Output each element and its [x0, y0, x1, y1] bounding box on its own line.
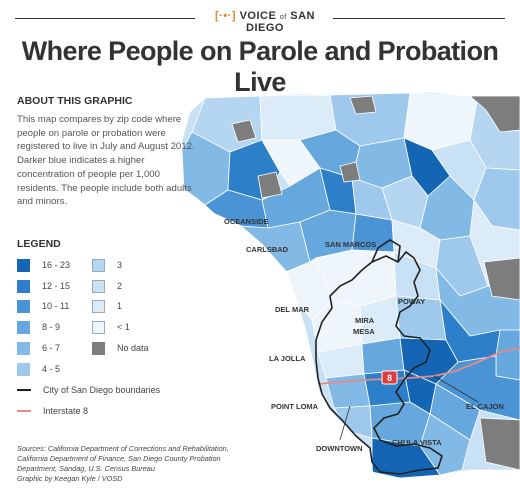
sources-line: Sources: California Department of Correc… [17, 444, 229, 453]
legend-line-swatch [17, 389, 31, 391]
legend-line-swatch [17, 410, 31, 412]
legend-item: 4 - 5 [17, 362, 60, 376]
legend-item-city-boundary: City of San Diego boundaries [17, 383, 160, 397]
no-data-zone [231, 119, 257, 143]
interstate-8-shield-label: 8 [387, 373, 392, 383]
sources-line: California Department of Finance, San Di… [17, 454, 221, 463]
legend-item: 8 - 9 [17, 320, 60, 334]
legend-item: < 1 [92, 320, 130, 334]
about-heading: ABOUT THIS GRAPHIC [17, 95, 133, 107]
label-carlsbad: CARLSBAD [246, 245, 289, 254]
interstate-8-route [317, 347, 520, 385]
legend-swatch [92, 320, 105, 334]
zip-zone [361, 337, 405, 375]
sources-note: Sources: California Department of Correc… [17, 444, 257, 484]
brand-logo: [·•·] VOICE of SAN DIEGO [200, 10, 330, 34]
legend-label: 10 - 11 [42, 301, 70, 311]
city-boundary-north [371, 239, 401, 263]
label-el-cajon: EL CAJON [466, 402, 504, 411]
legend-swatch [17, 258, 30, 272]
label-oceanside: OCEANSIDE [224, 217, 269, 226]
label-del-mar: DEL MAR [275, 305, 310, 314]
el-cajon-callout [433, 375, 479, 403]
label-mesa: MESA [353, 327, 375, 336]
legend-label: Interstate 8 [43, 406, 89, 416]
zip-zone [495, 329, 520, 381]
legend-item: 6 - 7 [17, 341, 60, 355]
no-data-zone [339, 161, 361, 183]
legend-label: 1 [117, 301, 123, 311]
header-rule-left [15, 18, 195, 19]
label-poway: POWAY [398, 297, 425, 306]
interstate-8-shield: 8 [381, 370, 398, 385]
legend-item-interstate: Interstate 8 [17, 404, 88, 418]
legend-label: 12 - 15 [42, 281, 71, 291]
no-data-zone [349, 95, 377, 115]
brand-header: [·•·] VOICE of SAN DIEGO [0, 8, 520, 34]
legend-swatch [17, 279, 30, 293]
coastline [183, 189, 373, 473]
legend-label: 2 [117, 281, 123, 291]
legend-item: 2 [92, 279, 122, 293]
legend-swatch [17, 299, 30, 313]
label-point-loma: POINT LOMA [271, 402, 319, 411]
legend-item: 10 - 11 [17, 299, 69, 313]
legend-heading: LEGEND [17, 238, 61, 250]
label-chula-vista: CHULA VISTA [392, 438, 442, 447]
legend-item: No data [92, 341, 149, 355]
legend-label: 16 - 23 [42, 260, 71, 270]
label-la-jolla: LA JOLLA [269, 354, 306, 363]
legend-label: City of San Diego boundaries [43, 385, 161, 395]
legend-swatch [92, 341, 105, 355]
page-title: Where People on Parole and Probation Liv… [21, 36, 499, 97]
legend-swatch [92, 279, 105, 293]
legend-item: 1 [92, 299, 122, 313]
sources-line: Department, Sandag, U.S. Census Bureau [17, 464, 155, 473]
brand-mark-icon: [·•·] [214, 10, 236, 22]
legend-label: 6 - 7 [42, 343, 61, 353]
legend-label: 3 [117, 260, 123, 270]
brand-name: VOICE [239, 10, 277, 22]
legend-swatch [17, 320, 30, 334]
legend-swatch [17, 341, 30, 355]
brand-place: SAN DIEGO [246, 10, 315, 34]
legend-label: 8 - 9 [42, 322, 61, 332]
zip-zone [419, 413, 471, 476]
about-text: This map compares by zip code where peop… [17, 114, 195, 208]
legend-item: 3 [92, 258, 122, 272]
label-mira: MIRA [355, 316, 375, 325]
credit-line: Graphic by Keegan Kyle / VOSD [17, 474, 123, 483]
no-data-zone [257, 171, 283, 199]
legend-item: 16 - 23 [17, 258, 70, 272]
no-data-zone [483, 257, 520, 301]
header-rule-right [333, 18, 505, 19]
no-data-zone [479, 417, 520, 471]
legend-swatch [92, 299, 105, 313]
brand-of: of [279, 14, 287, 21]
legend-label: No data [117, 343, 149, 353]
legend-swatch [92, 258, 105, 272]
legend-swatch [17, 362, 30, 376]
legend-item: 12 - 15 [17, 279, 70, 293]
legend-label: < 1 [117, 322, 130, 332]
label-downtown: DOWNTOWN [316, 444, 363, 453]
legend-label: 4 - 5 [42, 364, 61, 374]
no-data-zone [468, 95, 520, 133]
downtown-callout [339, 405, 351, 441]
label-san-marcos: SAN MARCOS [325, 240, 376, 249]
city-boundary [315, 250, 443, 475]
